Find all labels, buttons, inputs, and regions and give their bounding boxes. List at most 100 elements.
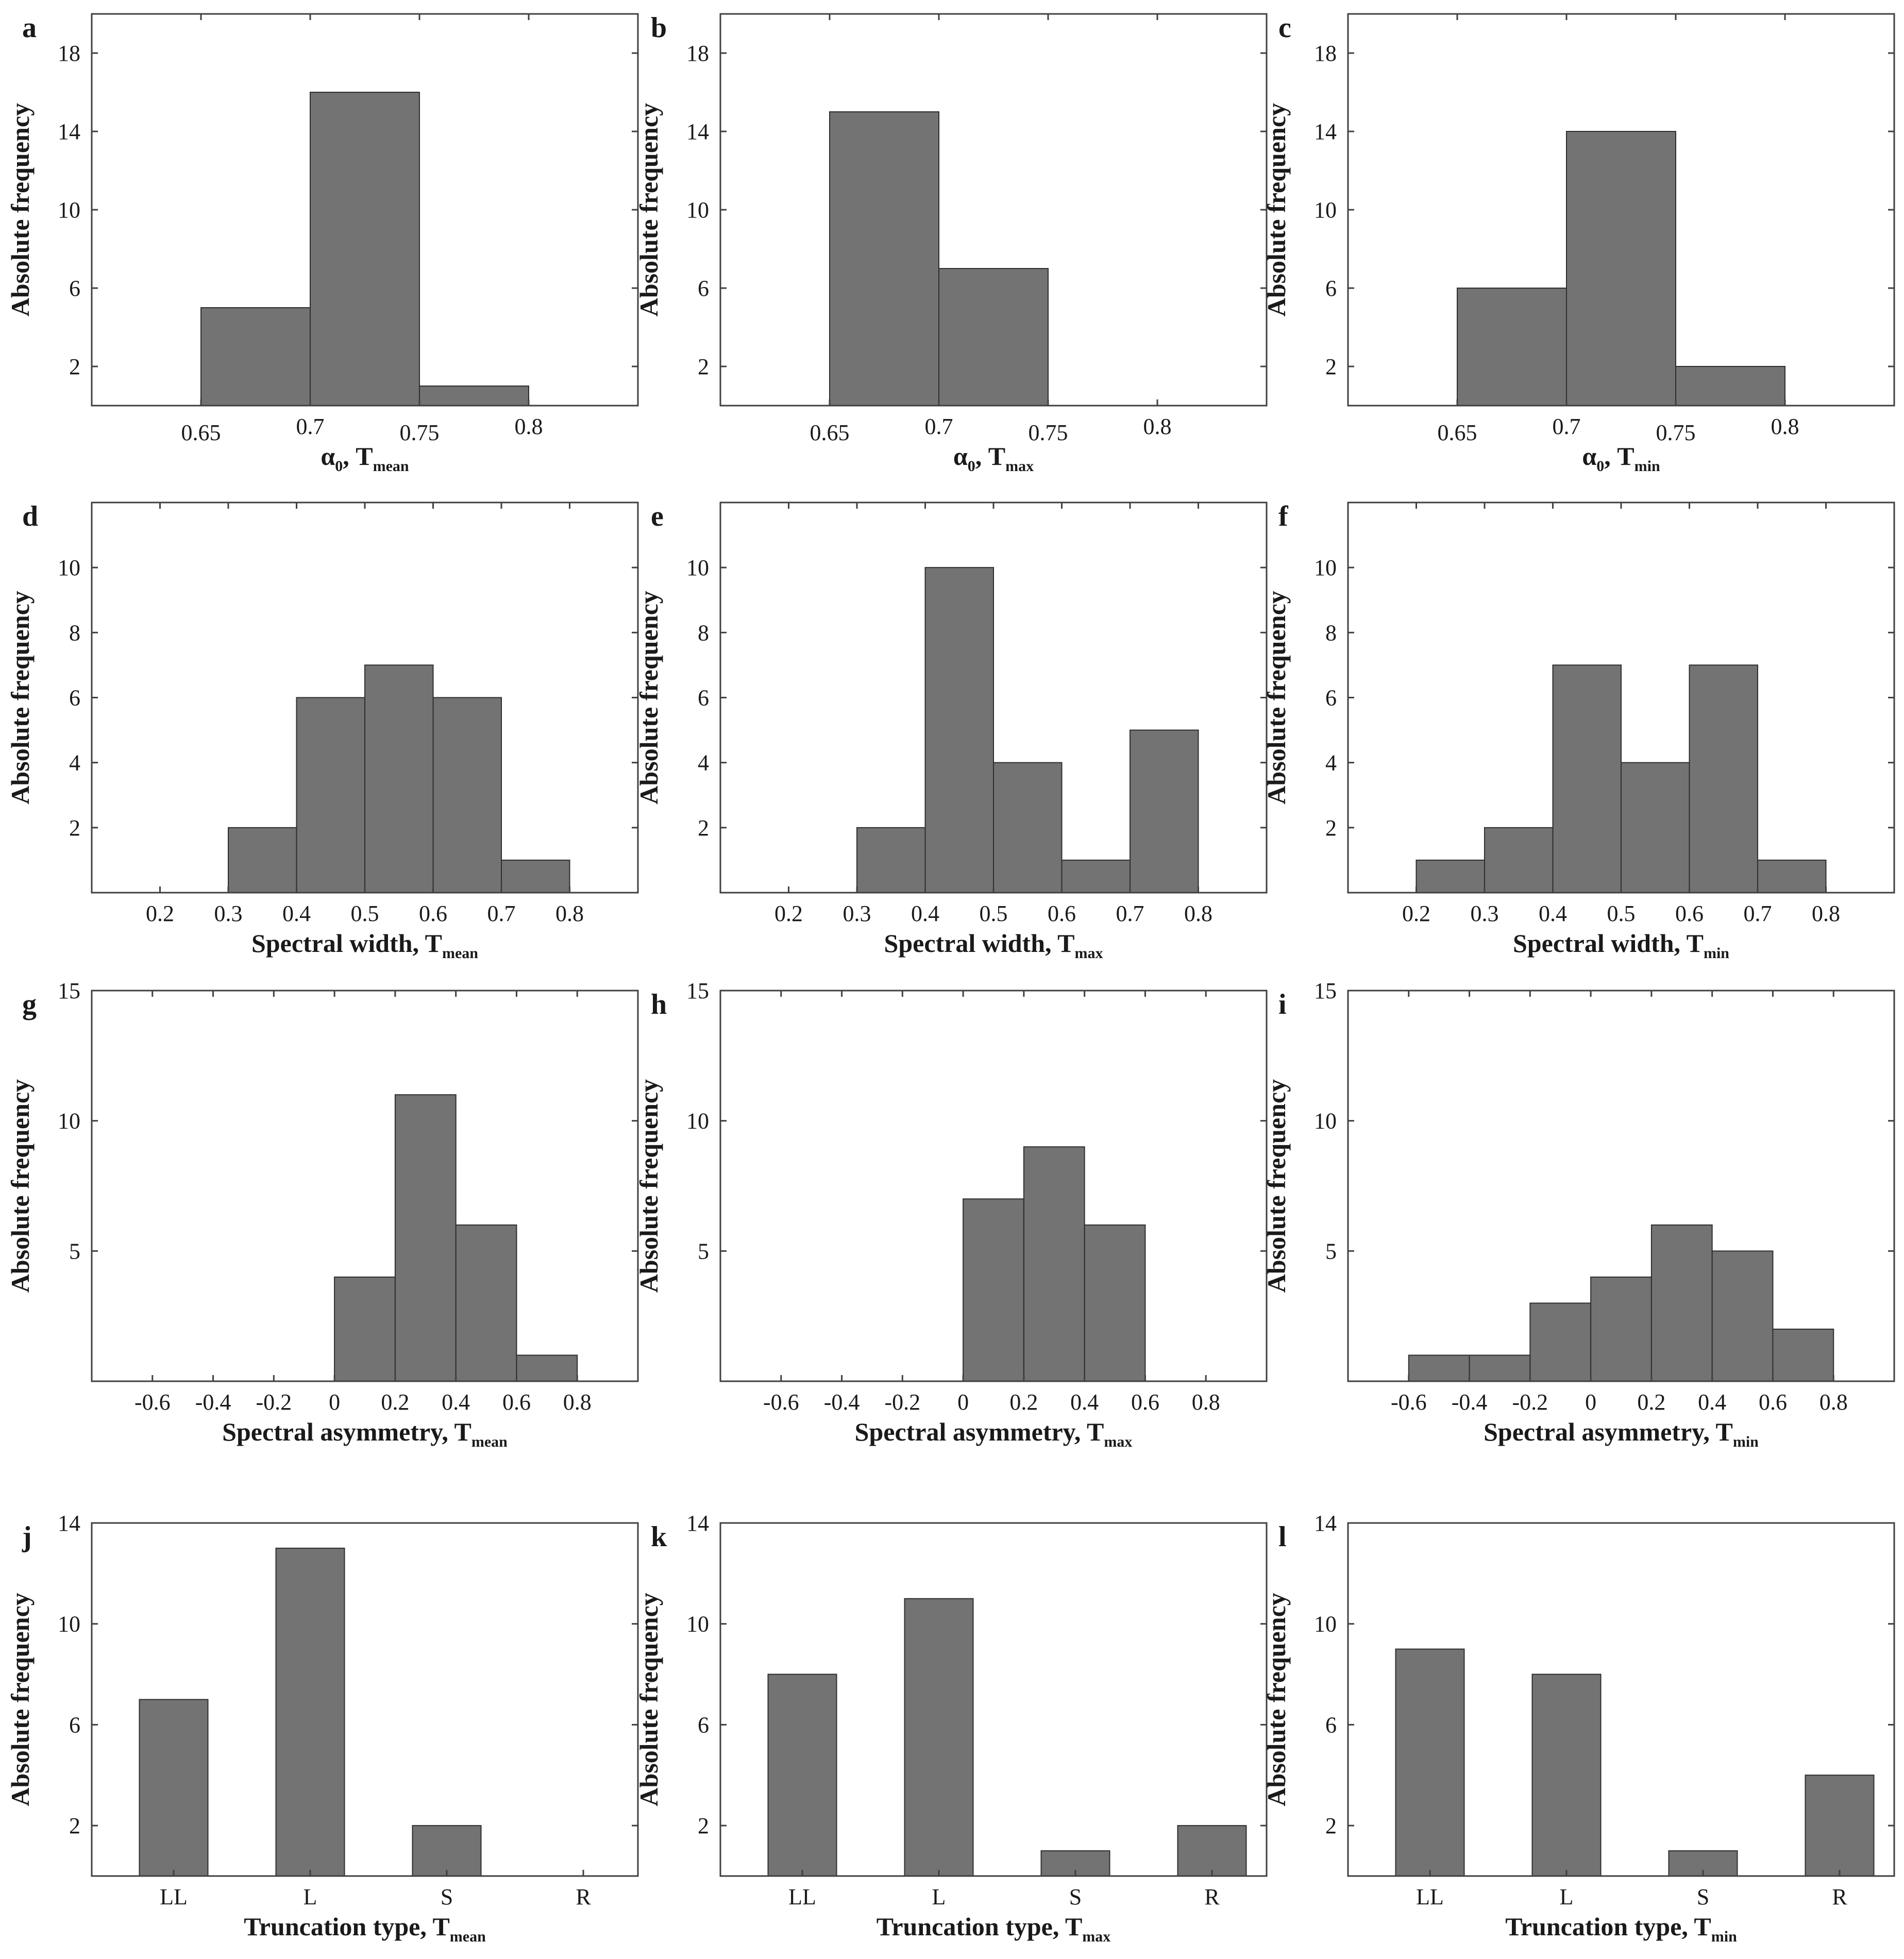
x-tick-label: 0.4 [911,901,939,926]
x-tick-label: LL [1416,1884,1444,1910]
x-axis-label: α0, Tmax [953,442,1034,475]
panel-g: g -0.6 -0.4 -0.2 0 0.2 0.4 0.6 0.8 5 10 15 Absolute … [6,978,639,1450]
x-tick-label: 0.65 [181,420,221,445]
panel-letter: l [1278,1521,1287,1553]
y-tick-label: 10 [1314,197,1337,223]
y-tick-label: 10 [58,555,80,580]
y-tick-label: 6 [1325,276,1337,301]
x-tick-label: S [1069,1884,1082,1910]
x-tick-label: 0.6 [502,1389,531,1415]
x-tick-label: 0.2 [774,901,803,926]
histogram-bar [1757,859,1827,893]
x-tick-label: 0.4 [1539,901,1567,926]
x-tick-label: 0.5 [1607,901,1636,926]
x-tick-label: 0.4 [282,901,311,926]
panel-letter: b [651,12,667,44]
histogram-bar [334,1276,396,1382]
histogram-bar [455,1224,517,1382]
x-tick-label: -0.4 [1452,1389,1488,1415]
histogram-bar [419,386,529,406]
y-tick-label: 10 [686,197,709,223]
category-bar [1531,1673,1602,1877]
x-tick-label: 0.7 [1553,414,1581,439]
y-tick-label: 10 [1314,1612,1337,1637]
x-axis-label: Spectral width, Tmin [1513,929,1729,962]
histogram-bar [1023,1146,1085,1382]
histogram-bar [829,111,939,406]
x-tick-label: 0.8 [1143,414,1172,439]
y-tick-label: 15 [686,978,709,1003]
x-tick-label: 0.6 [419,901,447,926]
y-axis-label: Absolute frequency [1262,1079,1291,1293]
x-axis-label: Spectral width, Tmean [251,929,478,962]
y-tick-label: 6 [1325,685,1337,711]
panel-a: a 0.65 0.7 0.75 0.8 2 6 10 14 18 Absolute frequenc… [6,12,639,475]
category-bar [1805,1774,1875,1877]
y-tick-label: 6 [69,685,80,711]
x-tick-label: -0.6 [763,1389,799,1415]
y-tick-label: 2 [698,815,709,841]
x-tick-label: 0.7 [296,414,325,439]
y-tick-label: 8 [69,620,80,645]
histogram-bar [924,567,994,893]
panel-letter: j [22,1521,32,1553]
histogram-bar [1408,1354,1470,1382]
panel-letter: f [1278,500,1289,532]
histogram-bar [516,1354,578,1382]
y-tick-label: 8 [1325,620,1337,645]
category-bar [1668,1850,1738,1877]
x-tick-label: 0.3 [214,901,243,926]
x-tick-label: R [1204,1884,1220,1910]
y-axis-label: Absolute frequency [634,1079,663,1293]
x-tick-label: 0.8 [563,1389,592,1415]
x-tick-label: 0.65 [810,420,850,445]
x-tick-label: 0.75 [400,420,440,445]
x-tick-label: 0.8 [1184,901,1212,926]
y-tick-label: 4 [69,750,80,776]
y-tick-label: 2 [698,354,709,379]
x-tick-label: -0.4 [195,1389,231,1415]
y-axis-label: Absolute frequency [6,103,35,316]
y-tick-label: 10 [58,197,80,223]
y-axis-label: Absolute frequency [634,591,663,804]
histogram-bar [1566,131,1676,406]
x-tick-label: 0.4 [442,1389,470,1415]
histogram-bar [1084,1224,1146,1382]
x-tick-label: 0.4 [1070,1389,1099,1415]
axes-frame [91,1522,639,1877]
axes-frame [719,1522,1268,1877]
histogram-bar [1689,664,1758,893]
x-tick-label: 0.75 [1656,420,1696,445]
histogram-bar [1675,366,1785,406]
x-axis-label: α0, Tmean [321,442,409,475]
x-tick-label: 0.2 [1402,901,1430,926]
y-tick-label: 14 [686,119,709,144]
x-tick-label: 0.8 [515,414,543,439]
y-tick-label: 2 [1325,1813,1337,1838]
y-tick-label: 15 [58,978,80,1003]
x-tick-label: 0.6 [1759,1389,1787,1415]
y-tick-label: 14 [1314,119,1337,144]
axes-frame [1347,990,1895,1382]
panel-h: h -0.6 -0.4 -0.2 0 0.2 0.4 0.6 0.8 5 10 15 Absolute … [634,978,1268,1450]
histogram-bar [200,307,311,406]
y-axis-label: Absolute frequency [6,1593,35,1806]
y-tick-label: 10 [1314,555,1337,580]
panel-letter: e [651,500,664,532]
histogram-bar [856,827,926,894]
panel-letter: c [1278,12,1291,44]
histogram-bar [1621,762,1690,893]
y-tick-label: 8 [698,620,709,645]
histogram-bar [1590,1276,1652,1382]
x-tick-label: 0.5 [980,901,1008,926]
panel-b: b 0.65 0.7 0.75 0.8 2 6 10 14 18 Absolute frequenc… [634,12,1268,475]
y-tick-label: 14 [58,1511,80,1536]
panel-letter: g [22,989,37,1020]
x-tick-label: 0.8 [555,901,584,926]
panel-letter: i [1278,989,1287,1020]
x-tick-label: -0.6 [134,1389,171,1415]
y-tick-label: 14 [1314,1511,1337,1536]
category-bar [1177,1825,1247,1877]
